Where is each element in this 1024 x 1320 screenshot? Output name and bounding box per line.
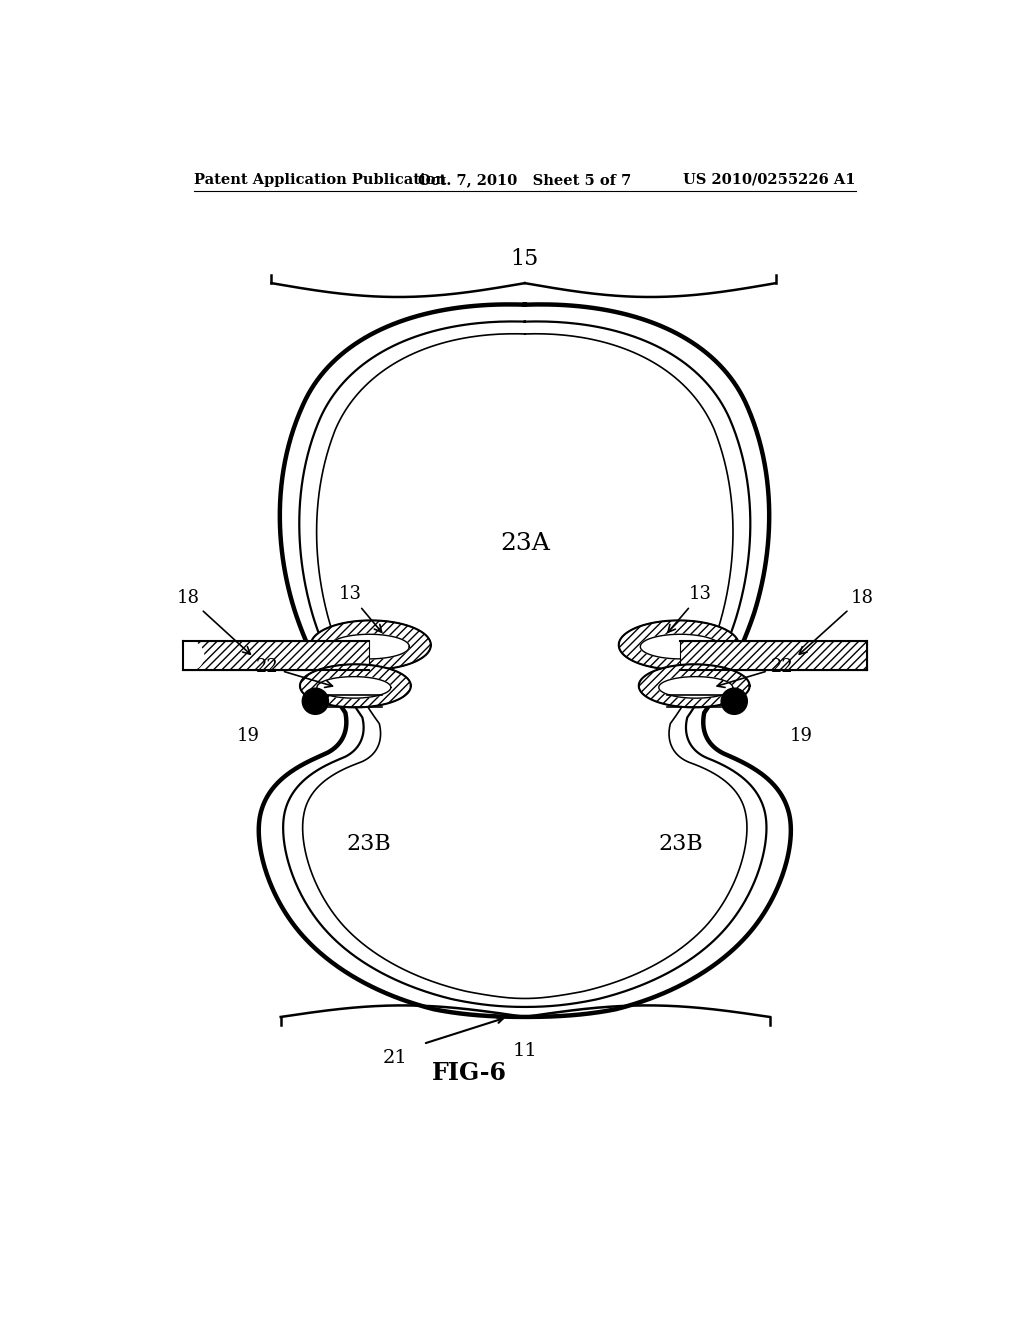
- Text: 11: 11: [512, 1041, 538, 1060]
- Text: 21: 21: [383, 1049, 408, 1068]
- Text: 13: 13: [668, 586, 712, 632]
- Polygon shape: [639, 664, 750, 708]
- Text: 23A: 23A: [500, 532, 550, 554]
- Text: 13: 13: [339, 586, 382, 632]
- Text: FIG-6: FIG-6: [432, 1061, 507, 1085]
- Text: 19: 19: [790, 727, 813, 744]
- Polygon shape: [300, 664, 411, 708]
- Circle shape: [302, 688, 329, 714]
- Polygon shape: [183, 642, 370, 671]
- Polygon shape: [640, 635, 720, 659]
- Circle shape: [174, 642, 204, 671]
- Polygon shape: [316, 677, 391, 698]
- Polygon shape: [639, 664, 750, 708]
- Text: 23B: 23B: [658, 833, 702, 855]
- Polygon shape: [330, 635, 410, 659]
- Text: 18: 18: [177, 589, 250, 655]
- Text: 22: 22: [717, 657, 794, 688]
- Polygon shape: [618, 620, 739, 669]
- Polygon shape: [310, 620, 431, 669]
- Polygon shape: [259, 305, 791, 1016]
- Polygon shape: [618, 620, 739, 669]
- Polygon shape: [658, 677, 733, 698]
- Text: 19: 19: [237, 727, 260, 744]
- Polygon shape: [300, 664, 411, 708]
- Text: Oct. 7, 2010   Sheet 5 of 7: Oct. 7, 2010 Sheet 5 of 7: [418, 173, 632, 187]
- Text: Patent Application Publication: Patent Application Publication: [194, 173, 445, 187]
- Text: 23B: 23B: [347, 833, 391, 855]
- Circle shape: [721, 688, 748, 714]
- Polygon shape: [680, 642, 866, 671]
- Text: 15: 15: [511, 248, 539, 271]
- Text: 22: 22: [256, 657, 333, 688]
- Polygon shape: [310, 620, 431, 669]
- Text: 18: 18: [800, 589, 873, 655]
- Text: US 2010/0255226 A1: US 2010/0255226 A1: [683, 173, 856, 187]
